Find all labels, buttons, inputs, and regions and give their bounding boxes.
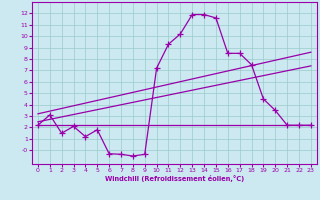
X-axis label: Windchill (Refroidissement éolien,°C): Windchill (Refroidissement éolien,°C) [105,175,244,182]
